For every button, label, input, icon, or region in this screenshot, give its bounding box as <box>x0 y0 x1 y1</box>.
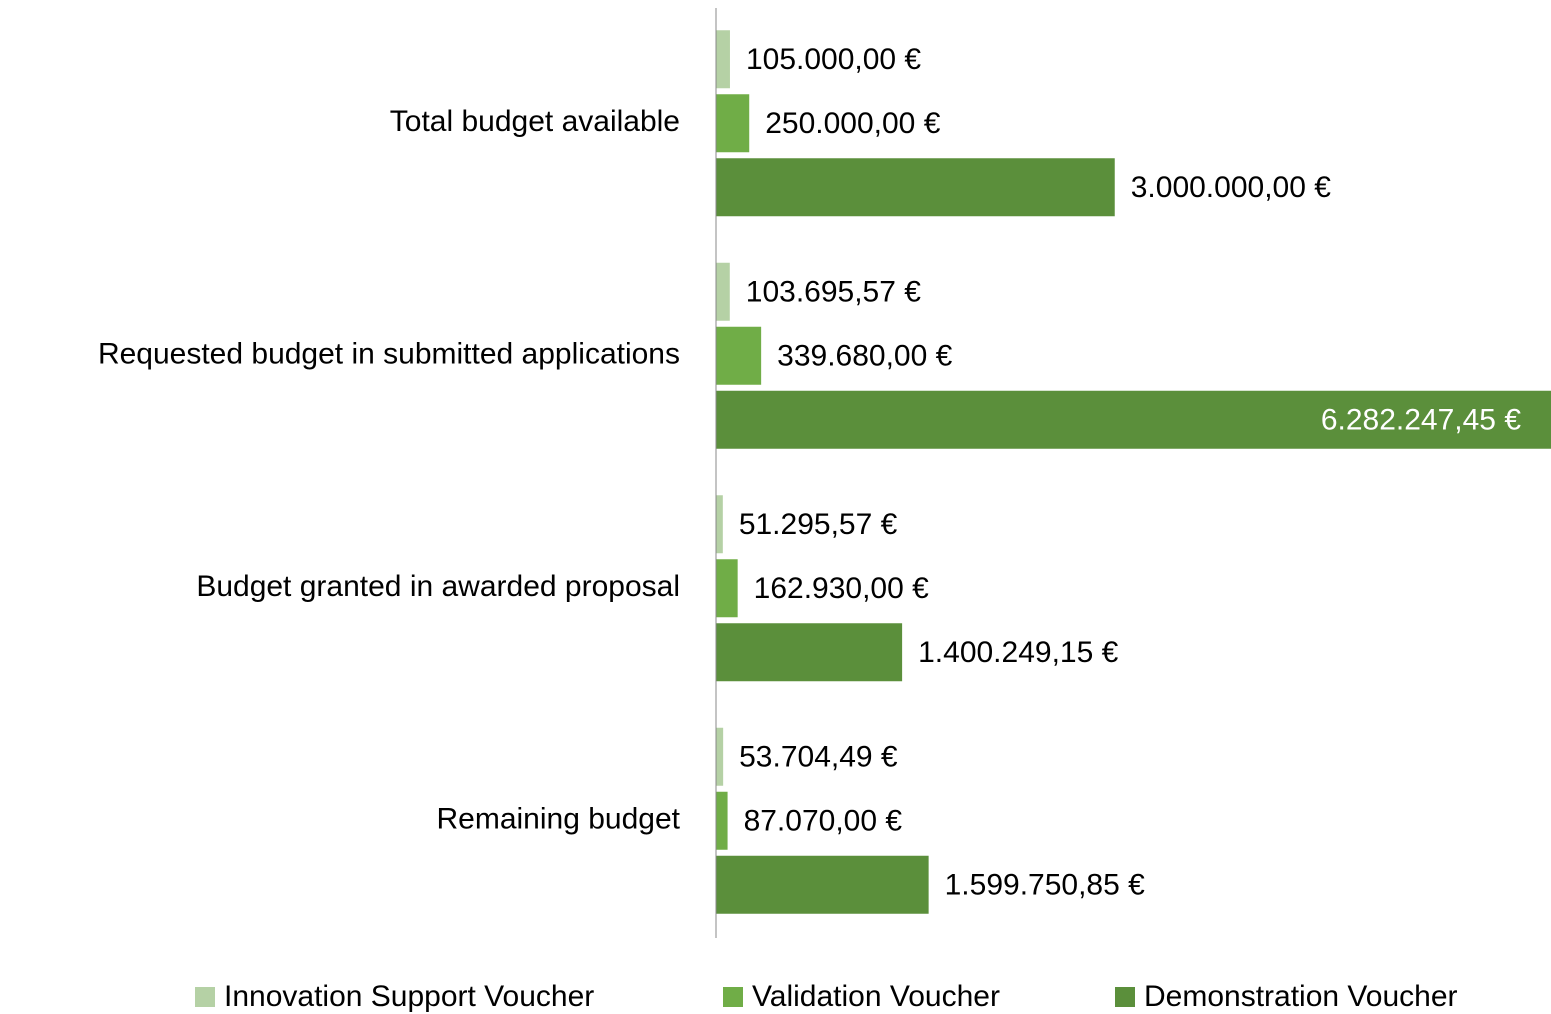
value-label: 1.400.249,15 € <box>918 636 1119 669</box>
legend-label: Validation Voucher <box>752 980 1000 1013</box>
bar <box>716 495 723 554</box>
category-label: Budget granted in awarded proposal <box>196 570 680 603</box>
value-label: 162.930,00 € <box>754 572 929 605</box>
category-label: Requested budget in submitted applicatio… <box>98 338 680 371</box>
bar <box>716 158 1115 217</box>
value-label: 6.282.247,45 € <box>1321 404 1522 437</box>
value-label: 105.000,00 € <box>746 43 921 76</box>
legend-label: Demonstration Voucher <box>1144 980 1458 1013</box>
value-label: 1.599.750,85 € <box>945 869 1146 902</box>
bar <box>716 559 738 618</box>
bar <box>716 727 724 786</box>
bar <box>716 262 730 321</box>
bar <box>716 94 750 153</box>
value-label: 51.295,57 € <box>739 508 898 541</box>
bar <box>716 855 929 914</box>
bar <box>716 390 1551 449</box>
bar <box>716 791 728 850</box>
category-label: Total budget available <box>390 105 680 138</box>
value-label: 250.000,00 € <box>765 107 940 140</box>
bar <box>716 30 730 89</box>
value-label: 103.695,57 € <box>746 276 921 309</box>
value-label: 339.680,00 € <box>777 340 952 373</box>
legend-swatch <box>723 987 743 1007</box>
value-label: 53.704,49 € <box>739 741 898 774</box>
category-label: Remaining budget <box>436 803 680 836</box>
legend-label: Innovation Support Voucher <box>224 980 594 1013</box>
legend-swatch <box>1115 987 1135 1007</box>
legend-swatch <box>195 987 215 1007</box>
bar <box>716 326 762 385</box>
bar <box>716 623 903 682</box>
value-label: 87.070,00 € <box>744 805 903 838</box>
value-label: 3.000.000,00 € <box>1131 171 1332 204</box>
